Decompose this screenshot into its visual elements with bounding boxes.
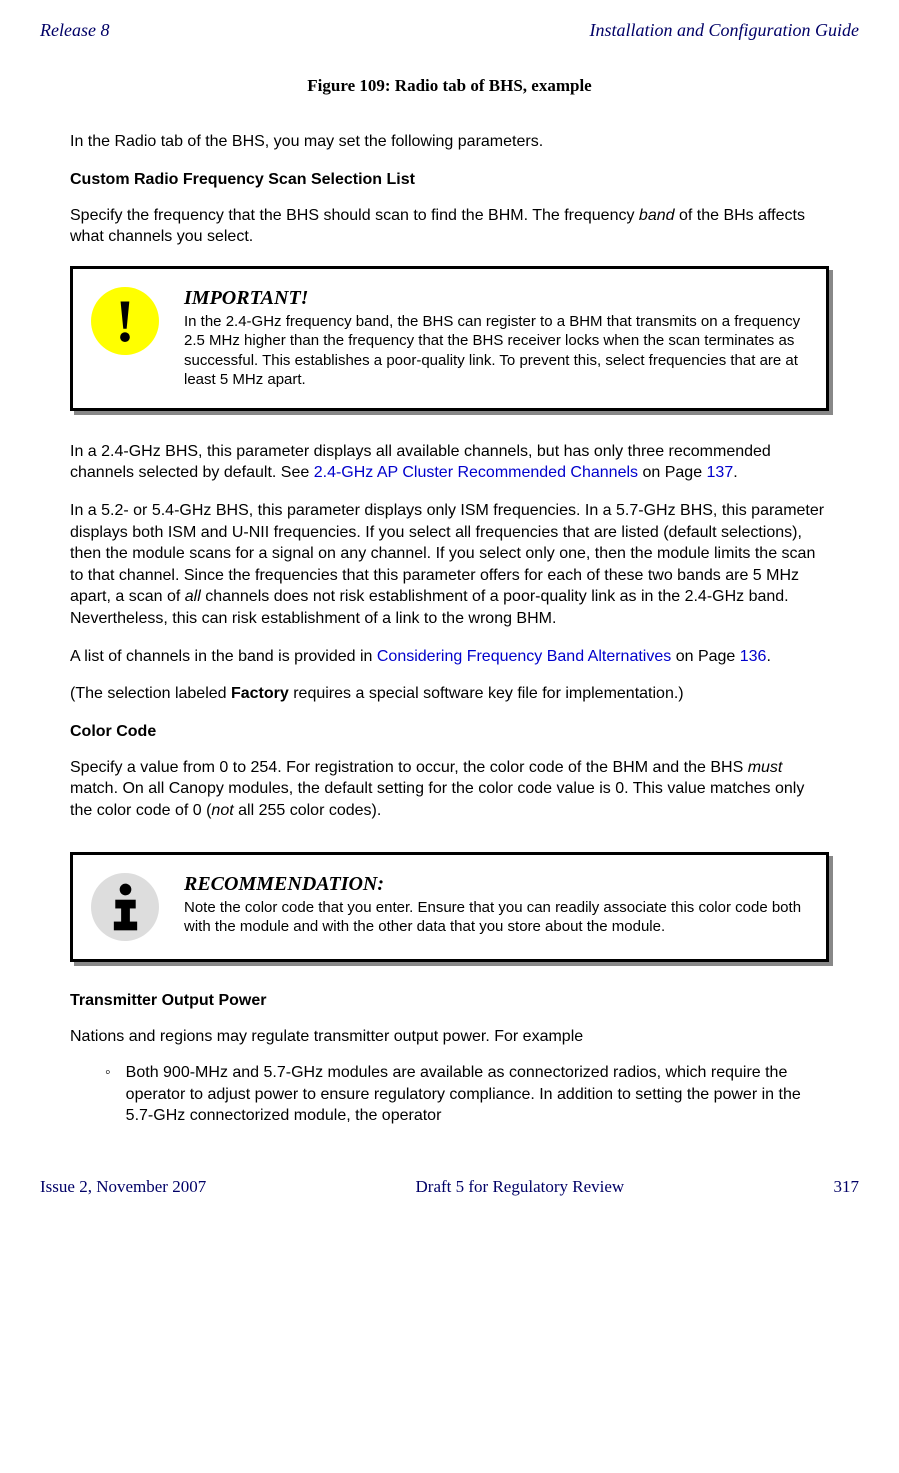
link-page-136[interactable]: 136 <box>740 648 767 665</box>
text-span: . <box>766 648 770 665</box>
recommendation-title: RECOMMENDATION: <box>184 873 808 896</box>
text-span: on Page <box>638 464 707 481</box>
italic-span: all <box>185 588 201 605</box>
figure-caption: Figure 109: Radio tab of BHS, example <box>40 76 859 96</box>
italic-span: band <box>639 207 675 224</box>
important-callout: ! IMPORTANT! In the 2.4-GHz frequency ba… <box>70 266 829 411</box>
callout-content: IMPORTANT! In the 2.4-GHz frequency band… <box>184 287 808 390</box>
transmitter-heading: Transmitter Output Power <box>70 992 829 1010</box>
link-recommended-channels[interactable]: 2.4-GHz AP Cluster Recommended Channels <box>314 464 638 481</box>
header-left: Release 8 <box>40 20 109 41</box>
italic-span: not <box>211 802 233 819</box>
bullet-list: ◦ Both 900-MHz and 5.7-GHz modules are a… <box>105 1062 829 1127</box>
info-icon <box>91 873 159 941</box>
footer-left: Issue 2, November 2007 <box>40 1177 206 1197</box>
important-title: IMPORTANT! <box>184 287 808 310</box>
custom-radio-heading: Custom Radio Frequency Scan Selection Li… <box>70 171 829 189</box>
text-span: on Page <box>671 648 740 665</box>
callout-content: RECOMMENDATION: Note the color code that… <box>184 873 808 937</box>
link-page-137[interactable]: 137 <box>707 464 734 481</box>
page-header: Release 8 Installation and Configuration… <box>40 20 859 46</box>
paragraph-factory: (The selection labeled Factory requires … <box>70 683 829 705</box>
text-span: (The selection labeled <box>70 685 231 702</box>
color-code-paragraph: Specify a value from 0 to 254. For regis… <box>70 757 829 822</box>
important-icon: ! <box>91 287 159 355</box>
bullet-marker: ◦ <box>105 1062 111 1127</box>
footer-center: Draft 5 for Regulatory Review <box>416 1177 625 1197</box>
text-span: . <box>733 464 737 481</box>
list-item: ◦ Both 900-MHz and 5.7-GHz modules are a… <box>105 1062 829 1127</box>
recommendation-callout: RECOMMENDATION: Note the color code that… <box>70 852 829 962</box>
link-frequency-band[interactable]: Considering Frequency Band Alternatives <box>377 648 671 665</box>
paragraph-52ghz: In a 5.2- or 5.4-GHz BHS, this parameter… <box>70 500 829 630</box>
transmitter-intro: Nations and regions may regulate transmi… <box>70 1026 829 1048</box>
text-span: Specify the frequency that the BHS shoul… <box>70 207 639 224</box>
text-span: match. On all Canopy modules, the defaul… <box>70 780 804 819</box>
page-footer: Issue 2, November 2007 Draft 5 for Regul… <box>40 1177 859 1197</box>
text-span: A list of channels in the band is provid… <box>70 648 377 665</box>
text-span: all 255 color codes). <box>234 802 382 819</box>
text-span: requires a special software key file for… <box>289 685 684 702</box>
paragraph-24ghz: In a 2.4-GHz BHS, this parameter display… <box>70 441 829 484</box>
important-body: In the 2.4-GHz frequency band, the BHS c… <box>184 312 808 390</box>
bold-span: Factory <box>231 685 289 702</box>
italic-span: must <box>748 759 783 776</box>
intro-text: In the Radio tab of the BHS, you may set… <box>70 131 829 153</box>
color-code-heading: Color Code <box>70 723 829 741</box>
custom-radio-paragraph: Specify the frequency that the BHS shoul… <box>70 205 829 248</box>
footer-right: 317 <box>834 1177 860 1197</box>
header-right: Installation and Configuration Guide <box>589 20 859 41</box>
bullet-text: Both 900-MHz and 5.7-GHz modules are ava… <box>126 1062 829 1127</box>
paragraph-channels-list: A list of channels in the band is provid… <box>70 646 829 668</box>
text-span: Specify a value from 0 to 254. For regis… <box>70 759 748 776</box>
recommendation-body: Note the color code that you enter. Ensu… <box>184 898 808 937</box>
